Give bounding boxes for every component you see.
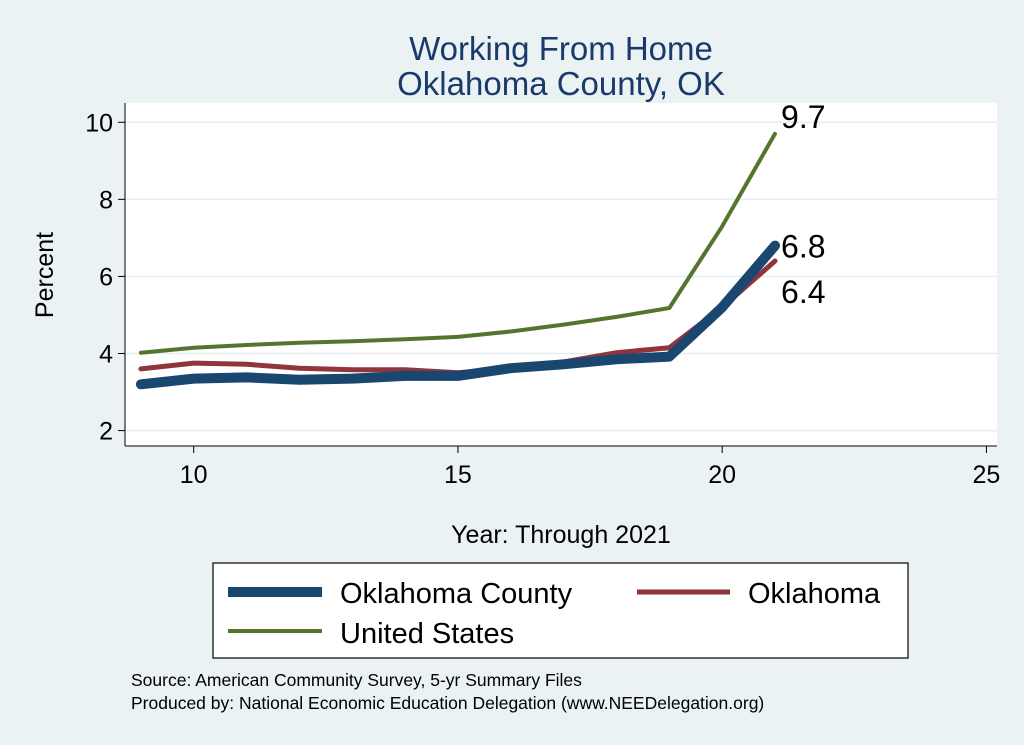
chart-title-line-2: Oklahoma County, OK [397,65,725,102]
y-tick-label: 8 [99,186,113,214]
series-line-united-states [138,131,777,355]
y-axis-title: Percent [31,232,59,318]
y-tick-label: 10 [85,109,113,137]
legend-label: Oklahoma County [340,578,573,610]
gridlines [125,121,997,432]
y-tick-label: 2 [99,418,113,446]
legend-label: Oklahoma [748,578,881,610]
y-tick-label: 4 [99,341,113,369]
legend-label: United States [340,618,514,650]
producer-note: Produced by: National Economic Education… [131,693,764,713]
x-tick-label: 10 [180,461,208,489]
plot-area [125,103,997,446]
end-label: 6.4 [781,274,825,310]
end-label: 6.8 [781,229,825,265]
legend-box [212,562,909,659]
series-line-oklahoma-county [135,240,780,390]
x-axis-title: Year: Through 2021 [451,521,671,549]
source-note: Source: American Community Survey, 5-yr … [131,670,582,690]
x-tick-label: 25 [973,461,1001,489]
legend: Oklahoma County Oklahoma United States [212,562,909,659]
end-label: 9.7 [781,99,825,135]
x-tick-label: 15 [444,461,472,489]
series-lines [135,131,780,390]
x-tick-label: 20 [708,461,736,489]
end-labels: 6.8 6.4 9.7 [781,99,825,310]
y-tick-label: 6 [99,263,113,291]
axes: 2 4 6 8 10 10 15 20 25 [85,103,1000,489]
chart-title-line-1: Working From Home [409,30,713,67]
